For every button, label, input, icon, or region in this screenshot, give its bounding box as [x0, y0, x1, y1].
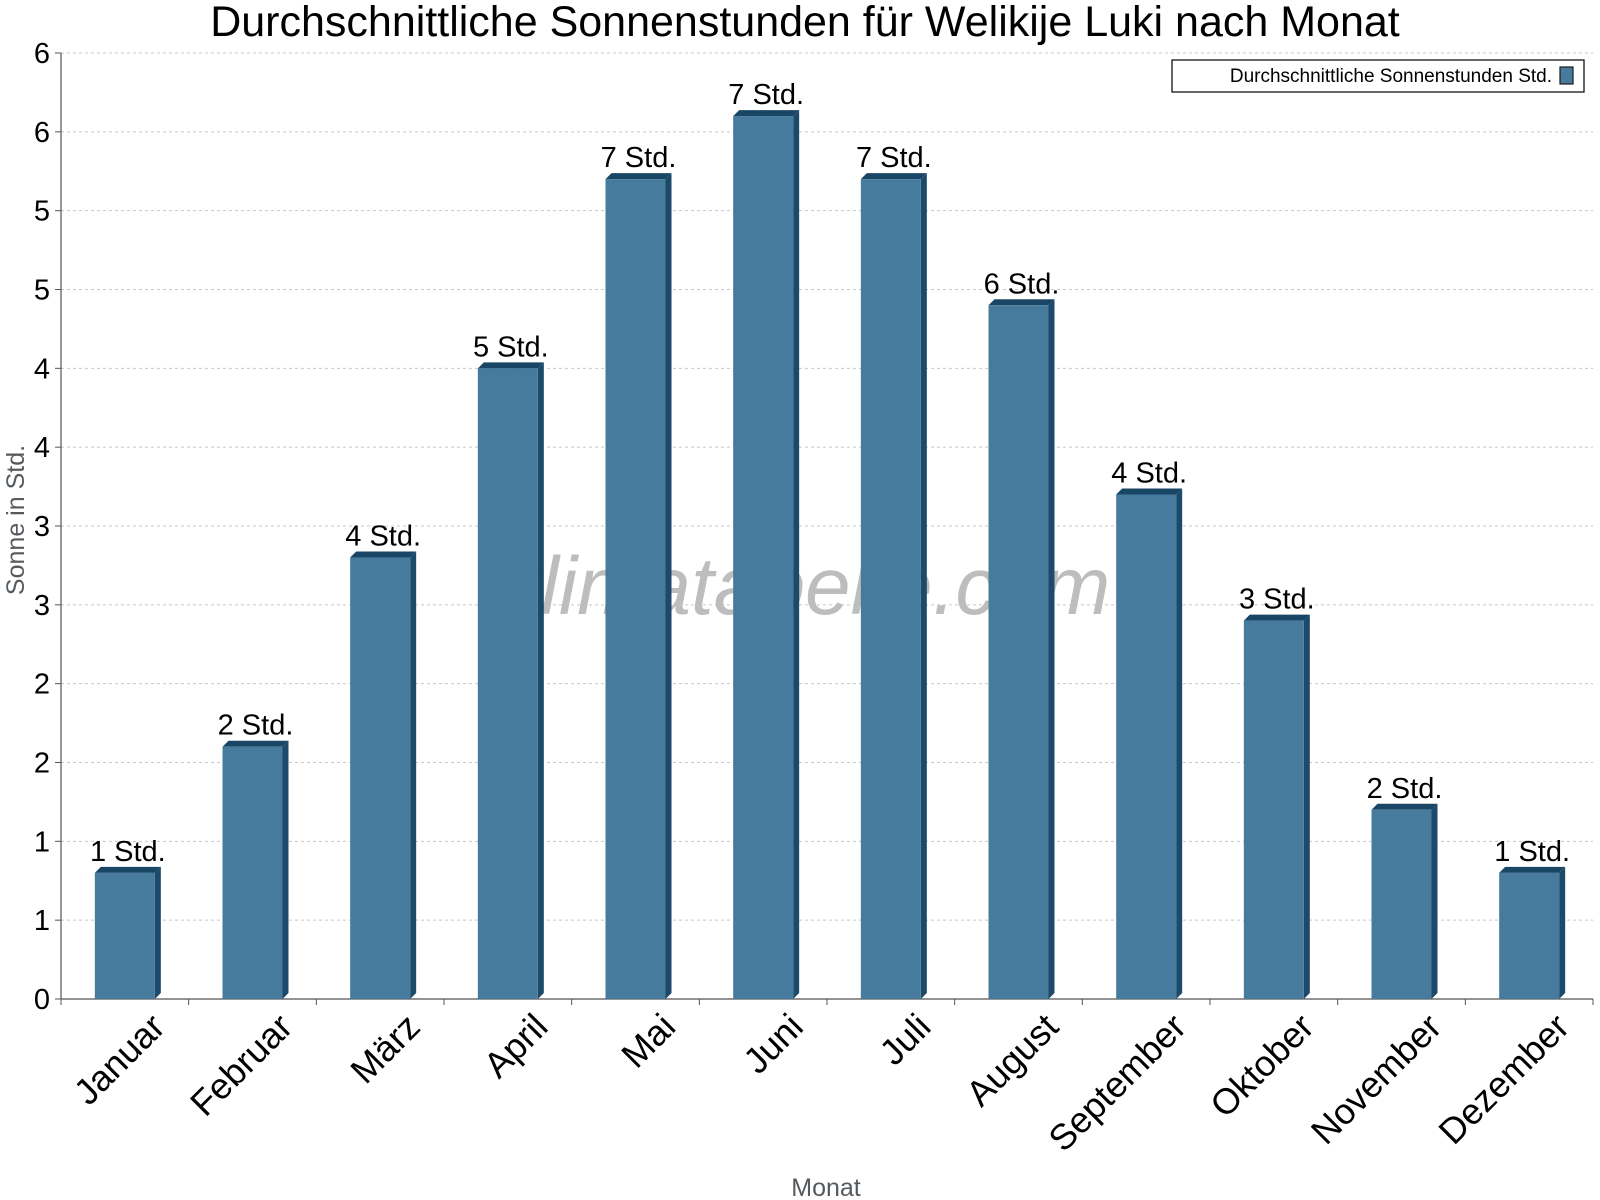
data-label: 7 Std. [856, 142, 932, 174]
x-tick-label: Juli [871, 1006, 938, 1073]
x-tick-label: Oktober [1202, 1006, 1322, 1126]
x-tick-labels: Januar Februar März April Mai Juni Juli AugustS… [66, 1006, 1577, 1160]
bar-side [1303, 614, 1310, 999]
data-label: 2 Std. [218, 710, 294, 742]
legend-swatch [1559, 66, 1574, 85]
data-label: 1 Std. [1494, 836, 1570, 868]
bar-side [537, 362, 544, 999]
y-axis-title: Sonne in Std. [2, 445, 30, 595]
bar-top [733, 110, 800, 117]
bar [222, 746, 283, 999]
x-tick-label: September [1040, 1006, 1194, 1160]
bar-top [988, 299, 1055, 306]
y-tick-label: 5 [34, 196, 50, 228]
bar-side [920, 173, 927, 1000]
bar-side [793, 110, 800, 1000]
x-tick-label: November [1303, 1006, 1449, 1152]
x-tick-label: März [342, 1006, 428, 1092]
y-axis: 0 1 1 2 2 3 3 4 4 5 5 6 6 [34, 38, 62, 1016]
data-label: 3 Std. [1239, 584, 1315, 616]
x-tick-label: Juni [735, 1006, 811, 1082]
gridlines [61, 52, 1593, 921]
x-axis [60, 998, 1594, 1005]
bar-side [1559, 866, 1566, 999]
y-tick-label: 3 [34, 511, 50, 543]
x-tick-label: April [476, 1006, 556, 1086]
bar-side [1176, 488, 1183, 999]
bars [94, 110, 1566, 1000]
bar [1499, 872, 1560, 999]
bar [733, 116, 794, 1000]
bar-top [605, 173, 672, 180]
data-label: 4 Std. [1111, 457, 1187, 489]
bar-top [1371, 803, 1438, 810]
y-tick-label: 1 [34, 826, 50, 858]
data-label: 5 Std. [473, 331, 549, 363]
x-tick-label: Januar [66, 1006, 173, 1113]
bar [350, 557, 411, 999]
x-axis-title: Monat [791, 1174, 861, 1200]
data-label: 1 Std. [90, 836, 166, 868]
bar-top [94, 866, 161, 873]
bar-side [154, 866, 161, 999]
legend-label: Durchschnittliche Sonnenstunden Std. [1230, 66, 1552, 87]
bar-top [1243, 614, 1310, 621]
y-tick-label: 2 [34, 748, 50, 780]
data-label: 7 Std. [728, 79, 804, 111]
bar [1371, 809, 1432, 999]
bar [860, 179, 921, 1000]
data-label: 2 Std. [1367, 773, 1443, 805]
bar [605, 179, 666, 1000]
legend-box [1171, 59, 1585, 93]
bar [1116, 494, 1177, 999]
y-tick-label: 4 [34, 432, 50, 464]
bar-side [1048, 299, 1055, 999]
bar-side [1431, 803, 1438, 999]
bar-top [477, 362, 544, 369]
y-tick-label: 6 [34, 117, 50, 149]
legend: Durchschnittliche Sonnenstunden Std. [1171, 59, 1585, 93]
bar-top [1116, 488, 1183, 495]
bar-side [410, 551, 417, 999]
bar-top [1499, 866, 1566, 873]
bar [1243, 620, 1304, 999]
x-tick-label: August [958, 1006, 1066, 1114]
y-tick-label: 3 [34, 590, 50, 622]
x-tick-label: Februar [182, 1006, 300, 1124]
data-labels: 1 Std. 2 Std. 4 Std. 5 Std. 7 Std. 7 Std. 7 St… [90, 79, 1570, 868]
bar-side [282, 740, 289, 999]
bar-top [222, 740, 289, 747]
bar [988, 305, 1049, 999]
data-label: 6 Std. [984, 268, 1060, 300]
y-tick-label: 1 [34, 905, 50, 937]
data-label: 7 Std. [601, 142, 677, 174]
bar-top [860, 173, 927, 180]
y-tick-label: 5 [34, 275, 50, 307]
y-tick-label: 0 [34, 984, 50, 1016]
bar [94, 872, 155, 999]
y-tick-label: 4 [34, 353, 50, 385]
x-tick-label: Mai [613, 1006, 683, 1076]
chart-title: Durchschnittliche Sonnenstunden für Weli… [210, 0, 1400, 46]
y-tick-label: 2 [34, 669, 50, 701]
data-label: 4 Std. [345, 521, 421, 553]
bar [477, 368, 538, 999]
bar-side [665, 173, 672, 1000]
bar-top [350, 551, 417, 558]
x-tick-label: Dezember [1430, 1006, 1576, 1152]
y-tick-label: 6 [34, 38, 50, 70]
